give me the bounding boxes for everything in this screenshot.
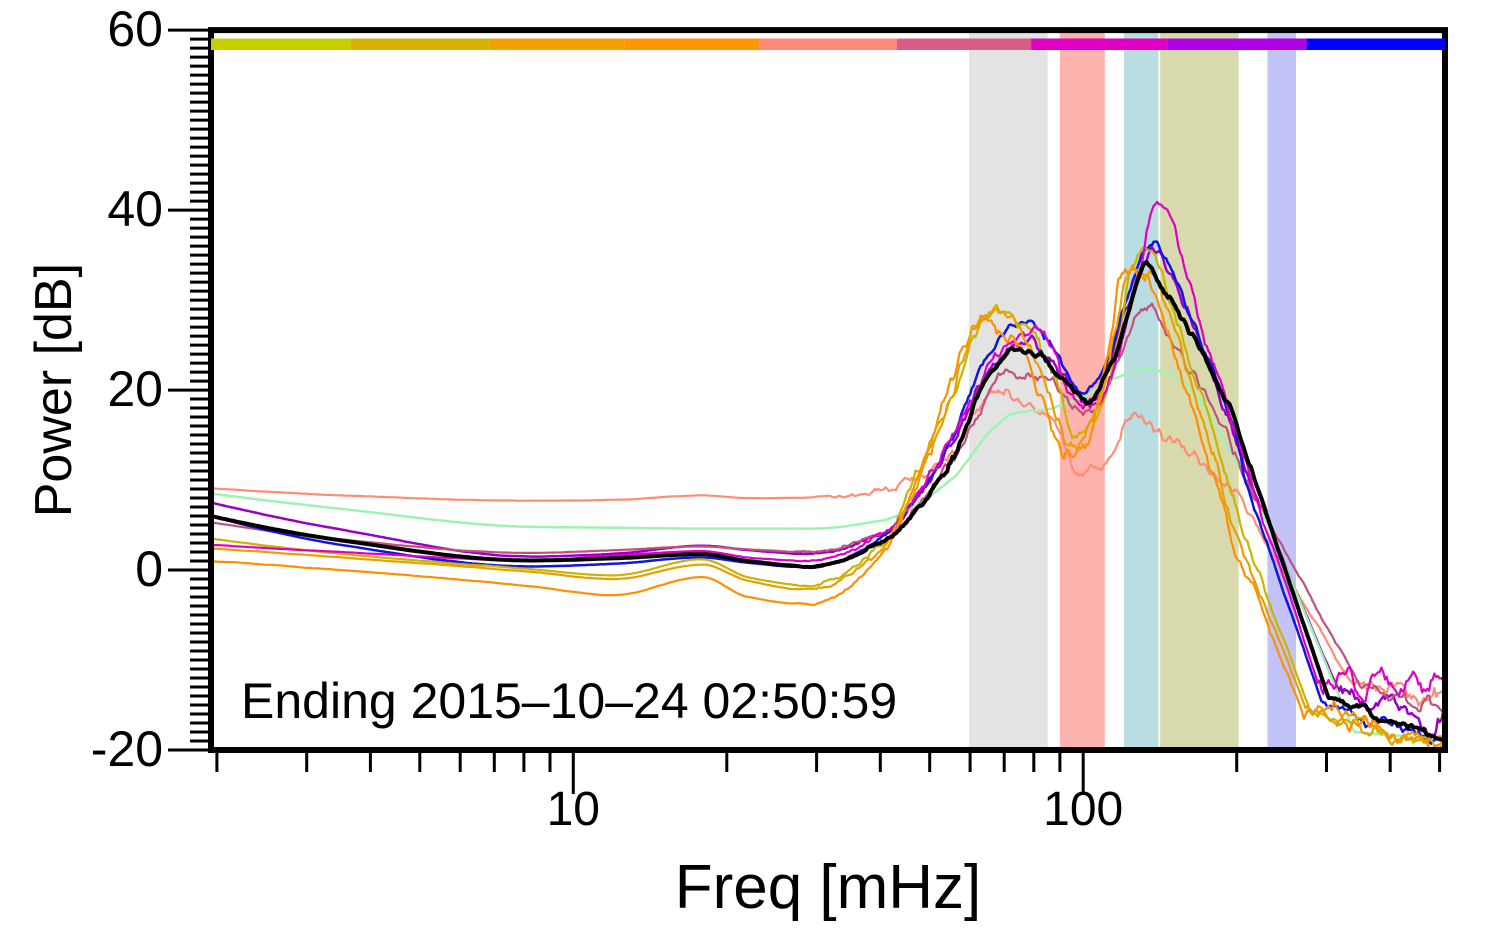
svg-text:20: 20 xyxy=(107,361,163,417)
svg-text:0: 0 xyxy=(135,541,163,597)
svg-text:-20: -20 xyxy=(91,721,163,777)
svg-text:Power [dB]: Power [dB] xyxy=(25,263,83,517)
svg-text:100: 100 xyxy=(1043,783,1123,836)
svg-text:40: 40 xyxy=(107,181,163,237)
svg-text:10: 10 xyxy=(547,783,600,836)
svg-text:Ending 2015–10–24 02:50:59: Ending 2015–10–24 02:50:59 xyxy=(241,673,897,729)
svg-text:60: 60 xyxy=(107,1,163,57)
svg-text:Freq [mHz]: Freq [mHz] xyxy=(675,853,982,922)
